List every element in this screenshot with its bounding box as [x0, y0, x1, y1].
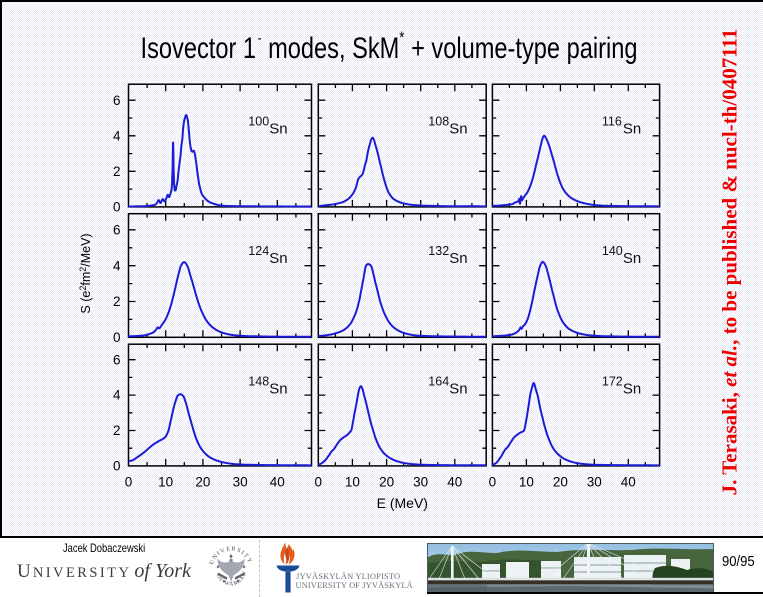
svg-text:40: 40 — [270, 475, 285, 490]
svg-text:4: 4 — [113, 258, 121, 273]
svg-text:30: 30 — [233, 475, 248, 490]
svg-text:0: 0 — [489, 475, 497, 490]
svg-text:132: 132 — [428, 244, 449, 258]
svg-text:Sn: Sn — [269, 121, 287, 138]
svg-text:10: 10 — [345, 475, 360, 490]
svg-text:Sn: Sn — [449, 121, 467, 138]
svg-text:116: 116 — [602, 115, 622, 129]
svg-text:40: 40 — [621, 475, 636, 490]
svg-text:Sn: Sn — [269, 250, 287, 267]
svg-text:Sn: Sn — [449, 250, 467, 267]
svg-text:140: 140 — [602, 244, 623, 258]
svg-text:6: 6 — [113, 93, 121, 108]
svg-text:4: 4 — [113, 388, 121, 403]
svg-text:Sn: Sn — [623, 250, 641, 267]
svg-text:2: 2 — [113, 423, 121, 438]
svg-text:172: 172 — [602, 375, 623, 389]
svg-text:4: 4 — [113, 128, 121, 143]
svg-text:20: 20 — [379, 475, 394, 490]
svg-text:2: 2 — [113, 164, 121, 179]
svg-text:0: 0 — [113, 459, 121, 474]
svg-text:164: 164 — [428, 375, 449, 389]
svg-text:108: 108 — [428, 115, 449, 129]
svg-text:Sn: Sn — [269, 381, 287, 398]
svg-text:0: 0 — [125, 475, 133, 490]
svg-text:E (MeV): E (MeV) — [377, 495, 428, 511]
svg-text:10: 10 — [158, 475, 173, 490]
svg-text:30: 30 — [587, 475, 602, 490]
svg-text:20: 20 — [553, 475, 568, 490]
svg-text:6: 6 — [113, 352, 121, 367]
svg-text:148: 148 — [248, 375, 269, 389]
svg-text:20: 20 — [195, 475, 210, 490]
svg-text:S (e2fm2/MeV): S (e2fm2/MeV) — [78, 233, 93, 313]
svg-text:0: 0 — [113, 330, 121, 345]
svg-text:40: 40 — [447, 475, 462, 490]
svg-text:124: 124 — [248, 244, 269, 258]
svg-text:Sn: Sn — [623, 381, 641, 398]
svg-text:10: 10 — [519, 475, 534, 490]
svg-text:0: 0 — [113, 200, 121, 215]
svg-text:2: 2 — [113, 294, 121, 309]
svg-text:6: 6 — [113, 222, 121, 237]
svg-text:100: 100 — [248, 115, 269, 129]
svg-text:30: 30 — [413, 475, 428, 490]
svg-text:Sn: Sn — [623, 121, 641, 138]
svg-text:0: 0 — [315, 475, 323, 490]
svg-text:Sn: Sn — [449, 381, 467, 398]
